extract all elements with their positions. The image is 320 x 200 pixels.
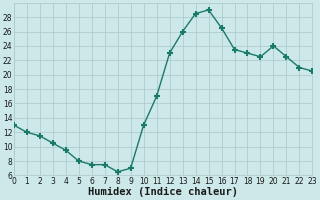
X-axis label: Humidex (Indice chaleur): Humidex (Indice chaleur) <box>88 187 238 197</box>
